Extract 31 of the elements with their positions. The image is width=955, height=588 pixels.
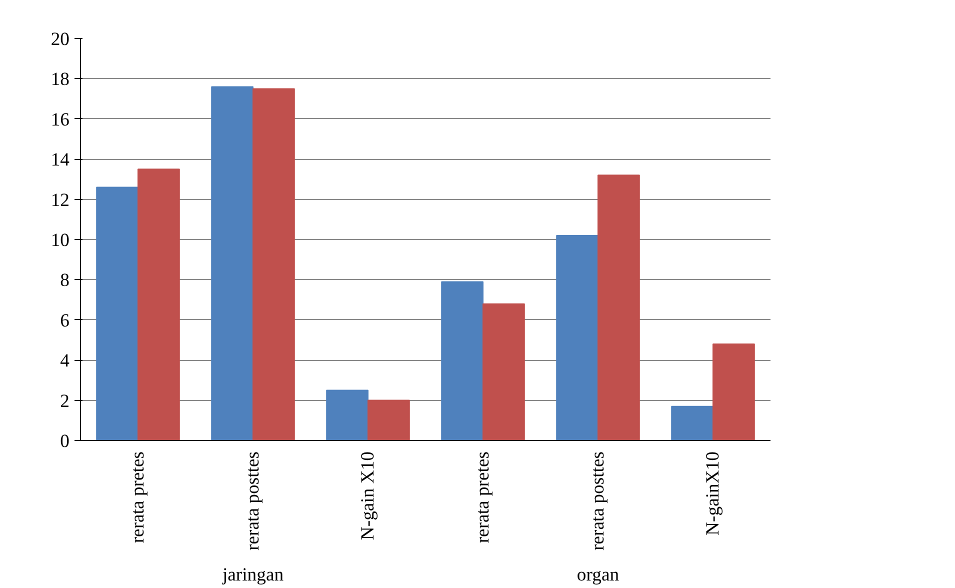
- text: organ: [576, 564, 620, 586]
- bar: [441, 281, 484, 440]
- y-tick-label: 0: [60, 431, 70, 452]
- x-tick-label: rerata posttes: [242, 451, 264, 550]
- y-tick-label: 6: [60, 310, 70, 332]
- x-tick-label: N-gain X10: [358, 451, 378, 540]
- y-tick-label: 18: [50, 69, 70, 90]
- x-tick-label: rerata pretes: [128, 451, 148, 544]
- y-tick-label: 8: [60, 270, 70, 292]
- x-tick-label: rerata pretes: [472, 451, 494, 544]
- bar: [252, 88, 295, 440]
- text: jaringan: [221, 564, 284, 586]
- bar: [138, 168, 180, 440]
- bar: [368, 400, 410, 440]
- bar: [712, 344, 755, 440]
- y-tick-label: 16: [50, 109, 70, 130]
- y-tick-label: 2: [60, 390, 70, 412]
- y-tick-label: 12: [50, 190, 70, 211]
- bar: [211, 86, 254, 440]
- y-tick-label: 10: [50, 230, 70, 251]
- y-tick-label: 4: [60, 350, 70, 372]
- bar: [326, 390, 368, 440]
- bar: [556, 234, 598, 440]
- bar: [96, 186, 138, 440]
- bar: [598, 174, 640, 440]
- y-tick-label: 14: [50, 150, 70, 171]
- y-tick-label: 20: [50, 29, 70, 50]
- x-tick-label: N-gainX10: [702, 451, 724, 536]
- bar: [482, 303, 525, 440]
- bar: [671, 406, 714, 440]
- x-tick-label: rerata posttes: [588, 451, 608, 550]
